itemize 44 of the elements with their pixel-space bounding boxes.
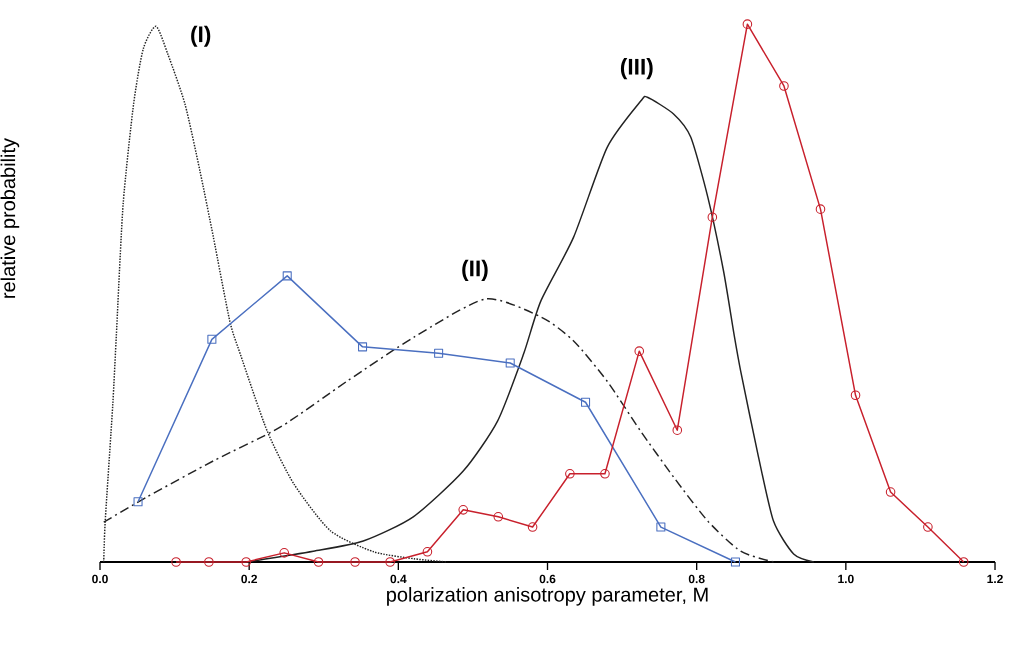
point bbox=[707, 212, 718, 223]
point bbox=[385, 557, 395, 567]
point bbox=[779, 81, 789, 91]
x-axis-title: polarization anisotropy parameter, M bbox=[387, 587, 708, 606]
x-tick-label: 0.2 bbox=[241, 574, 258, 584]
annotation: (III) bbox=[620, 58, 653, 80]
point bbox=[923, 522, 933, 532]
point bbox=[672, 425, 683, 436]
point bbox=[133, 497, 143, 507]
point bbox=[850, 390, 861, 401]
point bbox=[634, 346, 645, 356]
point bbox=[434, 348, 444, 358]
point bbox=[527, 522, 538, 532]
point bbox=[204, 557, 214, 567]
point bbox=[358, 342, 368, 352]
point bbox=[565, 468, 575, 479]
point bbox=[505, 358, 515, 368]
point bbox=[958, 557, 969, 567]
x-tick-label: 0.4 bbox=[390, 574, 407, 584]
point bbox=[207, 334, 217, 344]
point bbox=[815, 204, 826, 214]
point bbox=[885, 487, 896, 497]
x-tick-label: 1.2 bbox=[987, 574, 1003, 584]
point bbox=[493, 512, 504, 522]
point bbox=[313, 557, 324, 567]
y-axis-title: relative probability bbox=[0, 138, 20, 298]
x-tick-label: 0.8 bbox=[688, 574, 705, 584]
point bbox=[742, 19, 753, 29]
point bbox=[171, 557, 181, 567]
point bbox=[422, 546, 433, 557]
x-tick-label: 1.0 bbox=[838, 574, 854, 584]
point bbox=[350, 557, 360, 567]
point bbox=[279, 548, 290, 558]
point bbox=[600, 468, 610, 479]
annotation: (I) bbox=[191, 25, 211, 47]
point bbox=[458, 505, 469, 515]
point bbox=[730, 557, 740, 567]
point bbox=[241, 557, 251, 567]
point bbox=[282, 271, 292, 281]
annotation: (II) bbox=[462, 259, 488, 281]
point bbox=[581, 397, 591, 407]
point bbox=[656, 522, 666, 532]
x-tick-label: 0.0 bbox=[92, 574, 108, 584]
x-tick-label: 0.6 bbox=[539, 574, 556, 584]
